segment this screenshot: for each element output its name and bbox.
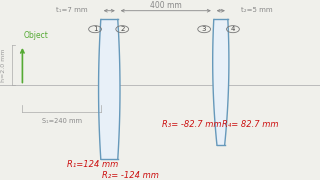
Text: h=2.0 mm: h=2.0 mm	[1, 49, 6, 82]
Text: R₂= -124 mm: R₂= -124 mm	[102, 171, 159, 180]
Text: 1: 1	[93, 26, 97, 32]
Text: R₁=124 mm: R₁=124 mm	[67, 160, 118, 169]
Text: t₁=7 mm: t₁=7 mm	[56, 7, 88, 13]
Text: Object: Object	[24, 31, 49, 40]
Text: R₄= 82.7 mm: R₄= 82.7 mm	[222, 120, 278, 129]
Text: 4: 4	[231, 26, 235, 32]
Text: 3: 3	[202, 26, 206, 32]
Text: R₃= -82.7 mm: R₃= -82.7 mm	[162, 120, 221, 129]
Text: S₁=240 mm: S₁=240 mm	[42, 118, 82, 124]
Polygon shape	[213, 19, 229, 145]
Polygon shape	[99, 19, 120, 159]
Text: 2: 2	[120, 26, 124, 32]
Text: 400 mm: 400 mm	[150, 1, 182, 10]
Text: t₂=5 mm: t₂=5 mm	[241, 7, 272, 13]
